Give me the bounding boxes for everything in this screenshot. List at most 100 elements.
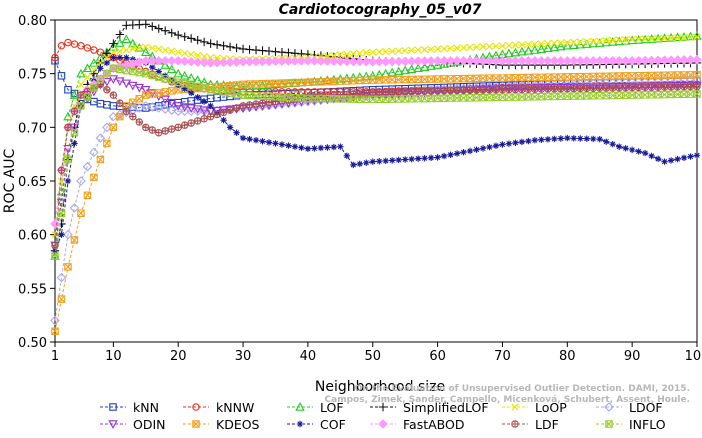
data-point [115, 30, 125, 39]
data-point [225, 42, 235, 52]
legend-marker [109, 403, 117, 411]
data-point [102, 49, 112, 58]
data-point [433, 87, 442, 95]
data-point [672, 82, 683, 91]
x-tick-label: 70 [494, 349, 511, 364]
data-point [70, 236, 79, 244]
data-point [231, 57, 242, 67]
data-point [194, 94, 201, 101]
data-point [628, 35, 636, 43]
data-point [633, 55, 644, 66]
data-point [350, 161, 357, 169]
data-point [186, 73, 196, 82]
data-point [497, 56, 508, 66]
data-point [174, 48, 182, 56]
data-point [472, 74, 481, 83]
data-point [693, 33, 701, 41]
data-point [607, 56, 618, 66]
data-point [58, 231, 65, 238]
data-point [70, 107, 79, 115]
data-point [659, 82, 670, 91]
data-point [148, 22, 157, 31]
data-point [83, 73, 92, 81]
data-point [244, 56, 255, 67]
data-point [458, 56, 469, 66]
data-point [232, 81, 241, 89]
data-point [413, 63, 423, 73]
data-point [64, 177, 72, 185]
data-point [680, 34, 688, 42]
data-point [109, 91, 118, 99]
data-point [238, 57, 248, 67]
data-point [492, 42, 500, 50]
data-point [192, 106, 203, 117]
data-point [239, 134, 247, 142]
data-point [128, 38, 138, 48]
y-tick-label: 0.75 [18, 68, 47, 83]
data-point [83, 44, 92, 52]
data-point [654, 83, 662, 91]
data-point [492, 86, 500, 94]
data-point [90, 84, 98, 92]
watermark: On the Evaluation of Unsupervised Outlie… [325, 384, 690, 405]
data-point [543, 84, 553, 93]
data-point [459, 94, 468, 102]
data-point [181, 49, 189, 57]
data-point [69, 123, 80, 133]
legend-item: LoOP [502, 400, 567, 415]
data-point [381, 88, 390, 97]
x-tick-label: 50 [364, 349, 381, 364]
data-point [50, 219, 60, 229]
data-point [142, 91, 150, 99]
data-point [563, 85, 572, 93]
data-point [556, 83, 566, 93]
data-point [387, 67, 397, 77]
data-point [388, 88, 396, 97]
data-point [155, 89, 163, 97]
legend-label: LDOF [629, 400, 663, 415]
legend-marker [192, 403, 200, 411]
data-point [544, 39, 552, 48]
data-point [252, 137, 260, 144]
data-point [77, 42, 85, 50]
data-point [290, 56, 300, 66]
data-point [160, 56, 171, 66]
data-point [531, 40, 539, 48]
data-point [343, 152, 351, 159]
data-point [330, 51, 338, 60]
data-point [485, 93, 494, 102]
data-point [173, 106, 183, 117]
data-point [447, 151, 454, 159]
data-point [166, 105, 177, 115]
data-point [594, 56, 605, 66]
data-point [160, 95, 170, 105]
data-point [622, 145, 629, 152]
data-point [576, 38, 584, 46]
data-point [374, 56, 385, 67]
data-point [121, 34, 132, 44]
data-point [693, 82, 701, 91]
data-point [51, 241, 59, 250]
data-point [667, 34, 675, 42]
data-point [219, 41, 228, 50]
data-point [562, 56, 573, 66]
data-point [76, 68, 86, 78]
data-point [679, 81, 689, 91]
data-point [200, 115, 208, 123]
data-point [524, 85, 533, 94]
data-point [413, 56, 423, 66]
data-point [258, 99, 267, 107]
data-point [484, 56, 495, 66]
data-point [142, 43, 150, 51]
data-point [374, 69, 384, 79]
data-point [135, 94, 144, 103]
data-point [666, 82, 676, 91]
data-point [517, 84, 527, 94]
data-point [523, 45, 534, 55]
data-point [667, 83, 675, 91]
data-point [291, 143, 299, 150]
data-point [693, 90, 701, 98]
data-point [167, 125, 176, 133]
data-point [69, 203, 80, 213]
